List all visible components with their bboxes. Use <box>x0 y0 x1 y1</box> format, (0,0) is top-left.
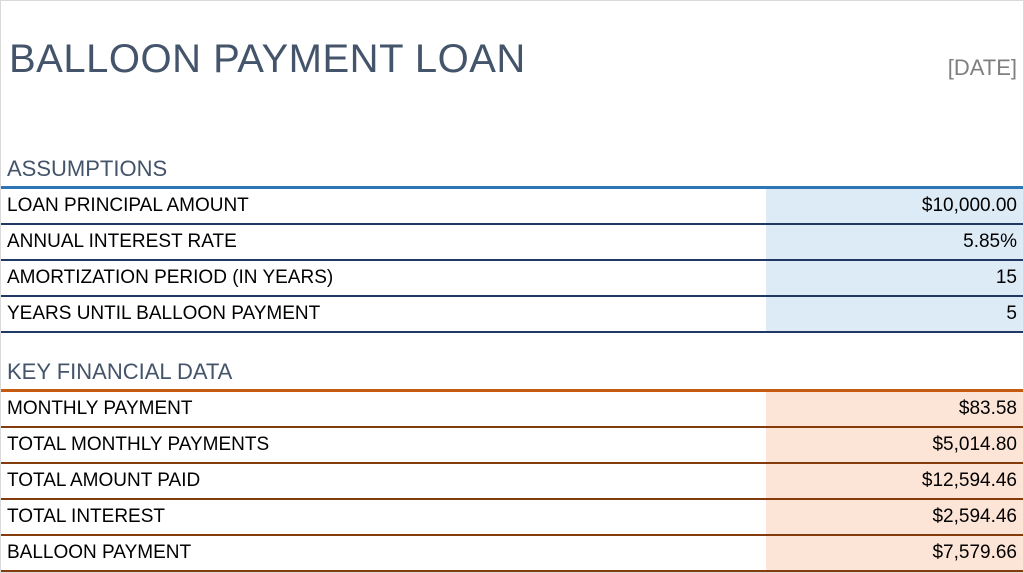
value-cell: $2,594.46 <box>766 500 1023 534</box>
section-title: KEY FINANCIAL DATA <box>7 359 233 384</box>
title: BALLOON PAYMENT LOAN <box>9 37 526 81</box>
value-cell: $83.58 <box>766 392 1023 426</box>
table-row: $10,000.00 LOAN PRINCIPAL AMOUNT <box>1 189 1023 225</box>
section-title: ASSUMPTIONS <box>7 156 168 181</box>
label-cell: TOTAL INTEREST <box>7 506 166 527</box>
table-row: 15 AMORTIZATION PERIOD (IN YEARS) <box>1 261 1023 297</box>
label-cell: AMORTIZATION PERIOD (IN YEARS) <box>7 267 334 288</box>
value-cell: 5 <box>766 297 1023 331</box>
label-cell: LOAN PRINCIPAL AMOUNT <box>7 195 249 216</box>
value-cell: 15 <box>766 261 1023 295</box>
label-cell: TOTAL MONTHLY PAYMENTS <box>7 434 270 455</box>
label-cell: YEARS UNTIL BALLOON PAYMENT <box>7 303 321 324</box>
section-rule <box>1 186 1023 189</box>
label-cell: MONTHLY PAYMENT <box>7 398 193 419</box>
value-cell: $10,000.00 <box>766 189 1023 223</box>
label-cell: ANNUAL INTEREST RATE <box>7 231 237 252</box>
table-row: $83.58 MONTHLY PAYMENT <box>1 392 1023 428</box>
value-cell: $5,014.80 <box>766 428 1023 462</box>
table-row: $5,014.80 TOTAL MONTHLY PAYMENTS <box>1 428 1023 464</box>
date: [DATE] <box>947 55 1017 80</box>
table-row: 5.85% ANNUAL INTEREST RATE <box>1 225 1023 261</box>
value-cell: 5.85% <box>766 225 1023 259</box>
value-cell: $12,594.46 <box>766 464 1023 498</box>
value-cell: $7,579.66 <box>766 536 1023 570</box>
section-rule <box>1 389 1023 392</box>
table-row: $12,594.46 TOTAL AMOUNT PAID <box>1 464 1023 500</box>
label-cell: TOTAL AMOUNT PAID <box>7 470 201 491</box>
table-row: 5 YEARS UNTIL BALLOON PAYMENT <box>1 297 1023 333</box>
label-cell: BALLOON PAYMENT <box>7 542 192 563</box>
table-row: $2,594.46 TOTAL INTEREST <box>1 500 1023 536</box>
table-row: $7,579.66 BALLOON PAYMENT <box>1 536 1023 572</box>
